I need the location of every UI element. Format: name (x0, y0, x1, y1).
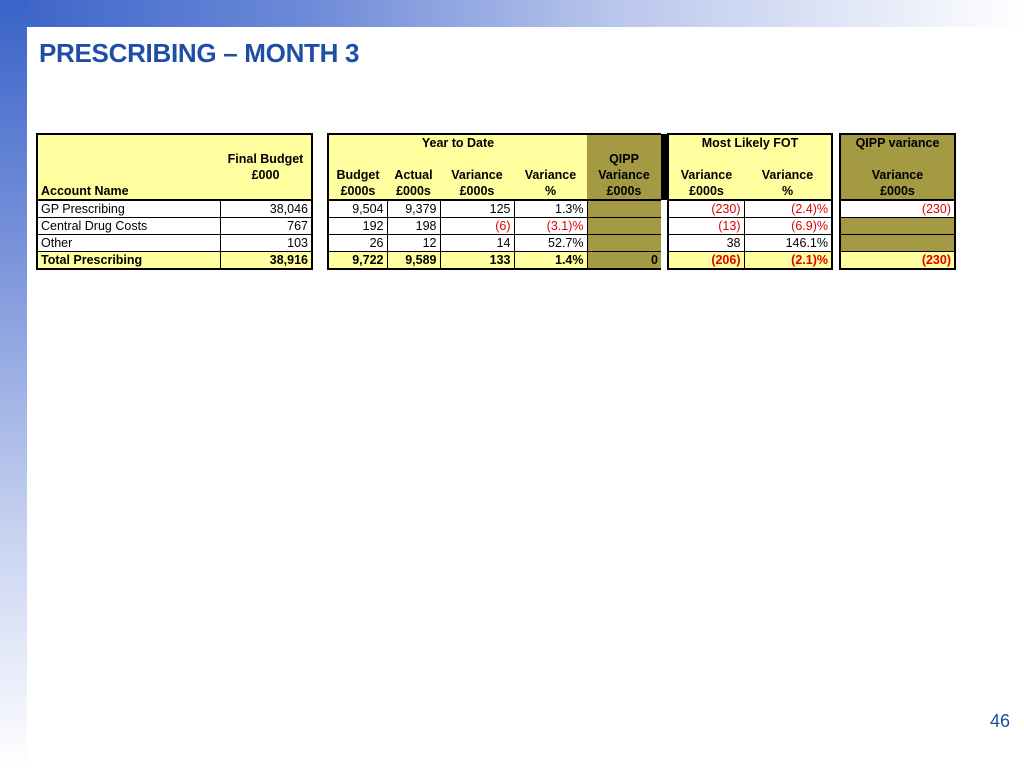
ytd-variance-pct-cell: 52.7% (513, 234, 587, 252)
fot-group-header: Most Likely FOT (667, 133, 833, 151)
final-budget-cell: 103 (219, 234, 313, 252)
left-gradient-band (0, 0, 27, 768)
qipp-header-line3: £000s (587, 183, 661, 201)
qipp-header-line2: Variance (587, 167, 661, 183)
fot-variance-header: Variance (667, 167, 744, 183)
fot-variance-unit: £000s (667, 183, 744, 201)
qipp-header-top (587, 133, 661, 151)
final-budget-header-top (220, 133, 313, 151)
ytd-variance-pct-cell: (3.1)% (513, 217, 587, 235)
fot-variance-pct-cell: (2.1)% (743, 251, 833, 270)
ytd-actual-cell: 9,589 (386, 251, 440, 270)
header-row-groups: Year to Date Most Likely FOT QIPP varian… (36, 133, 956, 151)
account-name-cell: Other (36, 234, 220, 252)
ytd-variance-cell: 14 (439, 234, 514, 252)
ytd-budget-cell: 9,722 (327, 251, 387, 270)
page-number: 46 (989, 711, 1010, 731)
account-name-header: Account Name (36, 183, 220, 201)
fot-variance-pct-cell: (6.9)% (743, 217, 833, 235)
fot-variance-pct-unit: % (744, 183, 833, 201)
ytd-budget-cell: 9,504 (327, 200, 387, 218)
fot-variance-cell: (206) (667, 251, 744, 270)
ytd-variance-pct-header: Variance (514, 167, 587, 183)
ytd-variance-cell: (6) (439, 217, 514, 235)
ytd-actual-unit: £000s (387, 183, 440, 201)
top-gradient-band (0, 0, 1024, 27)
final-budget-cell: 38,046 (219, 200, 313, 218)
ytd-variance-unit: £000s (440, 183, 514, 201)
fot-variance-cell: (13) (667, 217, 744, 235)
ytd-variance-pct-unit: % (514, 183, 587, 201)
ytd-variance-cell: 133 (439, 251, 514, 270)
qipp-cell (586, 200, 661, 218)
prescribing-table: Year to Date Most Likely FOT QIPP varian… (36, 133, 956, 270)
final-budget-cell: 767 (219, 217, 313, 235)
qipp-variance-unit: £000s (839, 183, 956, 201)
ytd-actual-header: Actual (387, 167, 440, 183)
ytd-budget-header: Budget (327, 167, 387, 183)
ytd-variance-pct-cell: 1.3% (513, 200, 587, 218)
final-budget-unit: £000 (220, 167, 313, 183)
qipp-variance-group-header: QIPP variance (839, 133, 956, 151)
ytd-variance-cell: 125 (439, 200, 514, 218)
qipp-header-line1: QIPP (587, 151, 661, 167)
fot-variance-pct-cell: (2.4)% (743, 200, 833, 218)
qipp-cell: 0 (586, 251, 661, 270)
fot-variance-pct-header: Variance (744, 167, 833, 183)
qipp-variance-cell (839, 234, 956, 252)
table-row: Central Drug Costs 767 192 198 (6) (3.1)… (36, 217, 956, 235)
qipp-cell (586, 217, 661, 235)
qipp-variance-header: Variance (839, 167, 956, 183)
ytd-budget-cell: 26 (327, 234, 387, 252)
fot-variance-cell: (230) (667, 200, 744, 218)
ytd-variance-header: Variance (440, 167, 514, 183)
final-budget-header: Final Budget (220, 151, 313, 167)
ytd-actual-cell: 12 (386, 234, 440, 252)
final-budget-cell: 38,916 (219, 251, 313, 270)
fot-variance-cell: 38 (667, 234, 744, 252)
qipp-cell (586, 234, 661, 252)
qipp-variance-cell (839, 217, 956, 235)
ytd-variance-pct-cell: 1.4% (513, 251, 587, 270)
ytd-actual-cell: 198 (386, 217, 440, 235)
account-name-header-top (36, 133, 220, 151)
header-row-sub: Final Budget QIPP (36, 151, 956, 167)
fot-variance-pct-cell: 146.1% (743, 234, 833, 252)
table-row: GP Prescribing 38,046 9,504 9,379 125 1.… (36, 200, 956, 218)
ytd-budget-unit: £000s (327, 183, 387, 201)
qipp-variance-cell: (230) (839, 200, 956, 218)
account-name-cell: Central Drug Costs (36, 217, 220, 235)
total-row: Total Prescribing 38,916 9,722 9,589 133… (36, 251, 956, 270)
qipp-variance-cell: (230) (839, 251, 956, 270)
table-row: Other 103 26 12 14 52.7% 38 146.1% (36, 234, 956, 252)
ytd-actual-cell: 9,379 (386, 200, 440, 218)
page-title: PRESCRIBING – MONTH 3 (39, 38, 360, 68)
ytd-budget-cell: 192 (327, 217, 387, 235)
ytd-group-header: Year to Date (327, 133, 587, 151)
account-name-cell: Total Prescribing (36, 251, 220, 270)
account-name-cell: GP Prescribing (36, 200, 220, 218)
